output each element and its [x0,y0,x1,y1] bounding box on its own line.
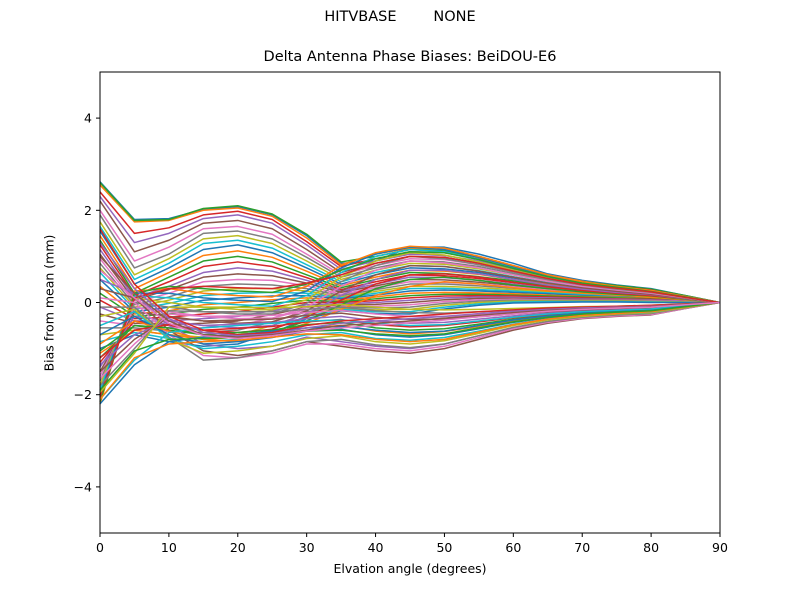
x-tick-label: 10 [161,540,177,555]
series-line-42 [99,245,721,405]
x-tick-label: 90 [712,540,728,555]
series-line-63 [99,301,721,391]
x-tick-label: 30 [299,540,315,555]
series-line-43 [99,251,721,402]
y-axis-ticks: −4 −2 0 2 4 [74,111,100,494]
x-tick-label: 80 [643,540,659,555]
x-tick-label: 70 [574,540,590,555]
series-line-48 [100,301,721,361]
x-axis-ticks: 0 10 20 30 40 50 60 70 80 90 [96,533,728,555]
x-axis-label: Elvation angle (degrees) [333,561,487,576]
y-tick-label: 0 [84,295,92,310]
series-line-64 [99,228,721,336]
x-tick-label: 20 [230,540,246,555]
chart-title: Delta Antenna Phase Biases: BeiDOU-E6 [263,49,557,65]
x-tick-label: 60 [505,540,521,555]
series-line-60 [99,301,721,400]
y-tick-label: −2 [74,387,92,402]
series-line-44 [99,255,721,398]
x-tick-label: 50 [436,540,452,555]
x-tick-label: 40 [368,540,384,555]
x-tick-label: 0 [96,540,104,555]
plot-frame [99,71,721,534]
series-line-47 [99,297,721,359]
series-line-23 [99,292,721,318]
series-line-20 [99,272,721,311]
y-tick-label: −4 [74,479,92,494]
y-tick-label: 4 [84,111,92,126]
series-line-62 [99,301,721,400]
figure-suptitle: HITVBASE NONE [324,9,476,25]
y-axis-label: Bias from mean (mm) [41,234,57,372]
series-line-67 [99,269,721,340]
y-tick-label: 2 [84,203,92,218]
series-lines [99,181,721,405]
series-line-31 [99,301,720,350]
